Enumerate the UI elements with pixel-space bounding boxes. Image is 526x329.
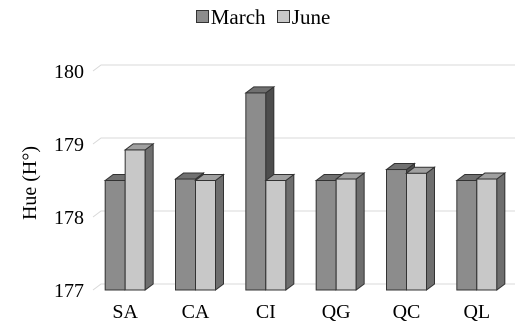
bar-side <box>215 173 224 291</box>
bar-top <box>194 174 225 181</box>
legend-swatch-june <box>276 10 290 23</box>
x-axis-ticks: SA CA CI QG QC QL <box>112 301 490 323</box>
y-axis-ticks: 177 178 179 180 <box>54 61 84 302</box>
legend-swatch-march <box>195 10 209 23</box>
y-axis-label: Hue (H°) <box>19 146 41 220</box>
y-tick-label: 178 <box>54 207 84 229</box>
bar-top <box>174 172 205 180</box>
bar-front <box>476 178 498 291</box>
bar-qc-june <box>405 166 436 291</box>
bar-front <box>195 180 216 291</box>
chart-legend: March June <box>0 4 526 30</box>
legend-label-june: June <box>291 5 331 29</box>
bar-front <box>265 180 287 291</box>
x-tick-label: QG <box>322 301 351 323</box>
bar-top <box>475 172 507 180</box>
bar-side <box>355 172 365 291</box>
bar-top <box>405 166 436 174</box>
bar-qg-june <box>334 172 366 291</box>
y-tick-label: 180 <box>54 61 84 83</box>
legend-item-june: June <box>276 4 331 30</box>
bar-front <box>386 169 407 291</box>
gridline <box>92 283 515 291</box>
bar-front <box>104 180 126 291</box>
gridlines <box>92 64 515 291</box>
gridline <box>92 137 515 145</box>
legend-label-march: March <box>210 5 266 29</box>
bar-side <box>496 172 506 291</box>
bar-ci-june <box>264 173 296 291</box>
bars <box>103 85 507 291</box>
bar-front <box>406 172 427 291</box>
bar-ql-june <box>475 172 507 291</box>
x-tick-label: CA <box>182 301 210 323</box>
gridline <box>92 64 515 72</box>
bar-side <box>285 173 295 291</box>
x-tick-label: SA <box>112 301 138 323</box>
bar-front <box>124 149 146 291</box>
x-tick-label: QC <box>393 301 421 323</box>
gridline <box>92 210 515 218</box>
bar-front <box>335 178 357 291</box>
y-tick-label: 177 <box>54 280 84 302</box>
bar-ca-june <box>194 173 225 291</box>
bar-side <box>144 142 154 291</box>
bar-top <box>334 172 366 180</box>
bar-front <box>315 180 337 291</box>
bar-sa-june <box>123 142 155 291</box>
bar-front <box>456 180 478 291</box>
y-tick-label: 179 <box>54 134 84 156</box>
x-tick-label: CI <box>256 301 276 323</box>
x-tick-label: QL <box>463 301 490 323</box>
bar-top <box>385 163 416 171</box>
bar-front <box>175 178 196 291</box>
bar-top <box>123 143 155 151</box>
bar-front <box>245 92 267 291</box>
bar-side <box>426 166 435 291</box>
bar-top <box>264 174 296 181</box>
bar-top <box>244 86 276 94</box>
legend-item-march: March <box>195 4 266 30</box>
